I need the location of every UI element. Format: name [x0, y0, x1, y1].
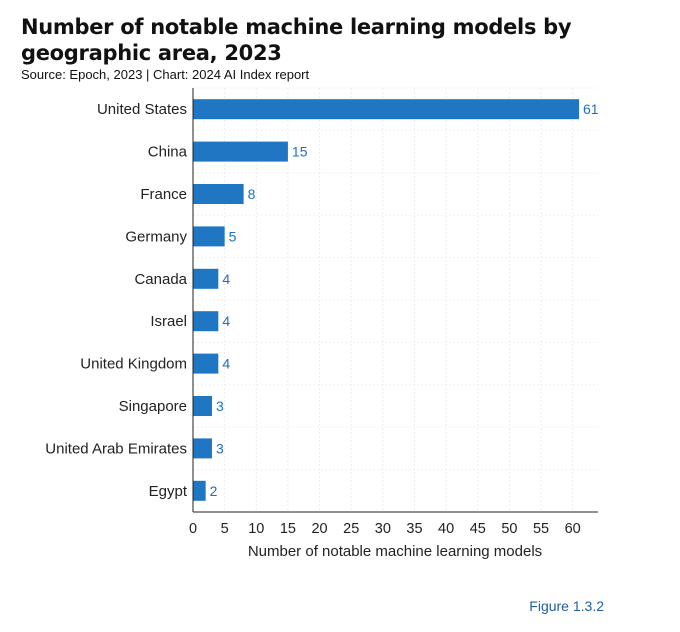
- figure-label: Figure 1.3.2: [529, 598, 604, 614]
- category-label: China: [148, 144, 188, 161]
- bar-united-kingdom: [193, 353, 219, 374]
- x-tick-label: 55: [533, 521, 549, 537]
- x-tick-label: 40: [438, 521, 454, 537]
- bar-singapore: [193, 396, 212, 416]
- category-label: United Arab Emirates: [45, 440, 187, 457]
- x-tick-label: 25: [343, 521, 359, 537]
- category-label: United States: [97, 101, 187, 118]
- category-label: Israel: [150, 313, 187, 330]
- x-tick-label: 15: [280, 521, 296, 537]
- data-label: 4: [222, 271, 230, 287]
- data-label: 5: [229, 228, 237, 244]
- bar-canada: [193, 268, 219, 289]
- bar-germany: [193, 226, 225, 247]
- x-tick-label: 30: [375, 521, 391, 537]
- chart-title: Number of notable machine learning model…: [21, 15, 572, 65]
- data-label: 3: [216, 398, 224, 414]
- category-label: Germany: [125, 228, 187, 245]
- bar-israel: [193, 311, 219, 332]
- category-label: France: [140, 186, 187, 203]
- category-label: Egypt: [149, 483, 188, 500]
- bar-united-arab-emirates: [193, 438, 212, 459]
- x-tick-label: 45: [470, 521, 486, 537]
- category-label: United Kingdom: [80, 356, 187, 373]
- category-label: Singapore: [119, 398, 187, 415]
- x-tick-label: 0: [189, 521, 197, 537]
- data-label: 3: [216, 440, 224, 456]
- data-label: 8: [248, 186, 256, 202]
- x-tick-label: 35: [406, 521, 422, 537]
- bar-china: [193, 141, 288, 162]
- bar-united-states: [193, 99, 580, 120]
- category-label: Canada: [134, 271, 187, 288]
- bar-egypt: [193, 480, 206, 501]
- x-tick-label: 20: [311, 521, 327, 537]
- x-tick-label: 50: [501, 521, 517, 537]
- data-label: 4: [222, 356, 230, 372]
- chart-source: Source: Epoch, 2023 | Chart: 2024 AI Ind…: [21, 67, 310, 82]
- x-tick-label: 60: [565, 521, 581, 537]
- data-label: 2: [210, 483, 218, 499]
- data-label: 61: [583, 101, 599, 117]
- x-tick-label: 5: [221, 521, 229, 537]
- data-label: 4: [222, 313, 230, 329]
- data-label: 15: [292, 144, 308, 160]
- x-tick-label: 10: [248, 521, 264, 537]
- x-axis-title: Number of notable machine learning model…: [248, 543, 542, 560]
- bar-france: [193, 184, 244, 204]
